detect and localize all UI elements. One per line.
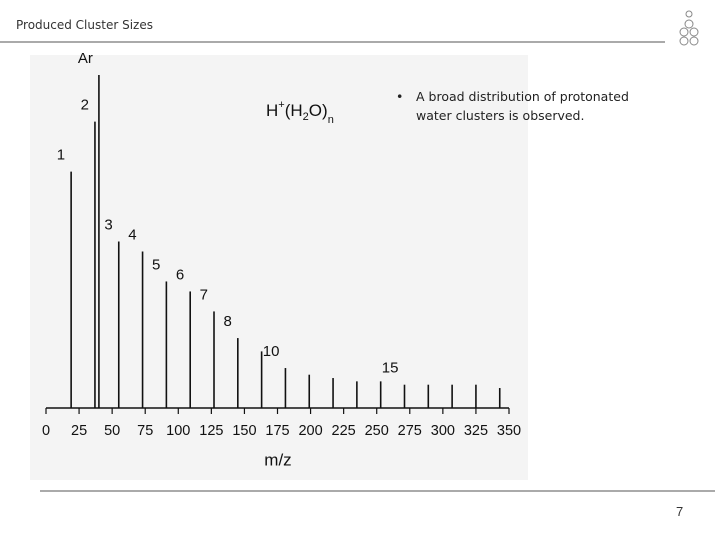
x-tick-label: 25 <box>71 423 87 439</box>
peak-label: 8 <box>223 313 231 330</box>
peak-label: 10 <box>263 343 280 360</box>
x-tick-label: 200 <box>298 423 322 439</box>
formula-part: 2 <box>303 111 309 123</box>
x-tick-label: 300 <box>431 423 455 439</box>
bullet-text: A broad distribution of protonated water… <box>416 89 629 123</box>
peak-label: 15 <box>382 360 399 377</box>
bullet-dot: • <box>396 89 404 104</box>
x-tick-label: 50 <box>104 423 120 439</box>
formula-part: + <box>278 99 284 111</box>
x-tick-label: 325 <box>464 423 488 439</box>
x-tick-label: 75 <box>137 423 153 439</box>
peak-label: 3 <box>104 216 112 233</box>
formula-part: H <box>266 101 278 120</box>
x-tick-label: 275 <box>398 423 422 439</box>
bullet: • A broad distribution of protonated wate… <box>396 87 646 125</box>
formula-part: O) <box>309 101 328 120</box>
page-number: 7 <box>676 504 684 519</box>
x-tick-label: 100 <box>166 423 190 439</box>
x-tick-label: 125 <box>199 423 223 439</box>
peak-label: 7 <box>200 286 208 303</box>
x-tick-label: 350 <box>497 423 521 439</box>
x-tick-label: 150 <box>232 423 256 439</box>
formula-part: (H <box>285 101 303 120</box>
x-axis-label: m/z <box>264 450 291 469</box>
x-tick-label: 250 <box>365 423 389 439</box>
peak-label: 2 <box>81 97 89 114</box>
x-tick-label: 225 <box>332 423 356 439</box>
formula-part: n <box>328 114 334 126</box>
peak-label: 6 <box>176 266 184 283</box>
logo <box>679 10 699 46</box>
peak-label: 5 <box>152 256 160 273</box>
x-tick-label: 0 <box>42 423 50 439</box>
peak-label: 4 <box>128 226 136 243</box>
chart-background <box>30 55 528 480</box>
peak-label: Ar <box>78 50 93 67</box>
formula: H+(H2O)n <box>266 99 334 126</box>
slide-title: Produced Cluster Sizes <box>16 18 153 32</box>
chart: 0 25 50 75 100 125 150 175 200 225 250 275 300 325 350… <box>42 50 521 470</box>
peak-label: 1 <box>57 147 65 164</box>
x-tick-label: 175 <box>265 423 289 439</box>
